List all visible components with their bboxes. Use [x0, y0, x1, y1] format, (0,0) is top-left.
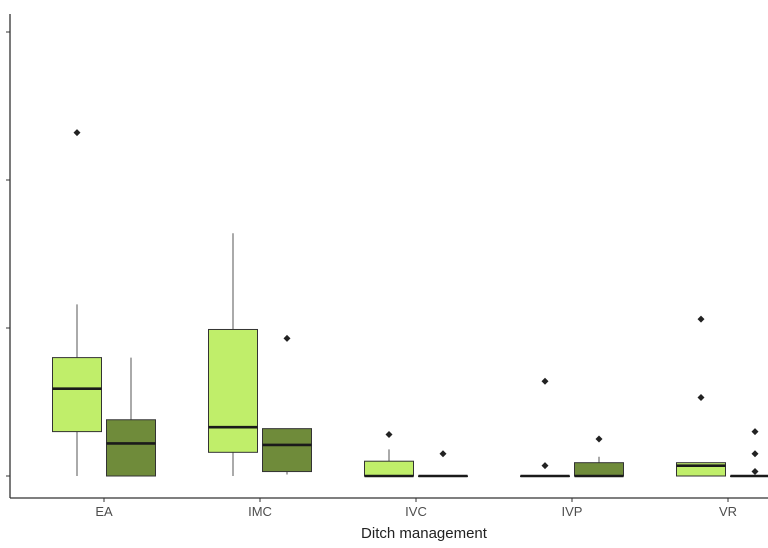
box-IVC-light — [364, 431, 414, 478]
box-body — [574, 462, 624, 477]
axes — [6, 14, 768, 502]
outlier-point — [385, 431, 393, 439]
x-tick-labels: EA IMC IVC IVP VR — [95, 504, 737, 519]
box-VR-light — [676, 315, 726, 477]
outlier-point — [595, 435, 603, 443]
box-IMC-light — [208, 233, 258, 476]
box-body — [52, 357, 102, 433]
outlier-point — [751, 428, 759, 436]
box-body — [364, 460, 414, 477]
box-body — [106, 419, 156, 477]
x-tick-label: IVC — [405, 504, 427, 519]
box-body — [262, 428, 312, 473]
outlier-point — [283, 334, 291, 342]
x-tick-label: VR — [719, 504, 737, 519]
box-IVC-dark — [418, 450, 468, 478]
outlier-point — [541, 377, 549, 385]
box-EA-dark — [106, 357, 156, 477]
outlier-point — [697, 394, 705, 402]
box-IMC-dark — [262, 334, 312, 475]
marks — [52, 129, 768, 478]
outlier-point — [541, 462, 549, 470]
x-axis-title: Ditch management — [361, 525, 488, 542]
box-EA-light — [52, 129, 102, 476]
outlier-point — [751, 468, 759, 476]
outlier-point — [697, 315, 705, 323]
box-VR-dark — [730, 428, 768, 478]
x-tick-label: IMC — [248, 504, 272, 519]
x-tick-label: EA — [95, 504, 113, 519]
outlier-point — [439, 450, 447, 458]
box-IVP-light — [520, 377, 570, 478]
x-tick-label: IVP — [562, 504, 583, 519]
box-IVP-dark — [574, 435, 624, 478]
outlier-point — [73, 129, 81, 137]
outlier-point — [751, 450, 759, 458]
box-body — [208, 328, 258, 453]
